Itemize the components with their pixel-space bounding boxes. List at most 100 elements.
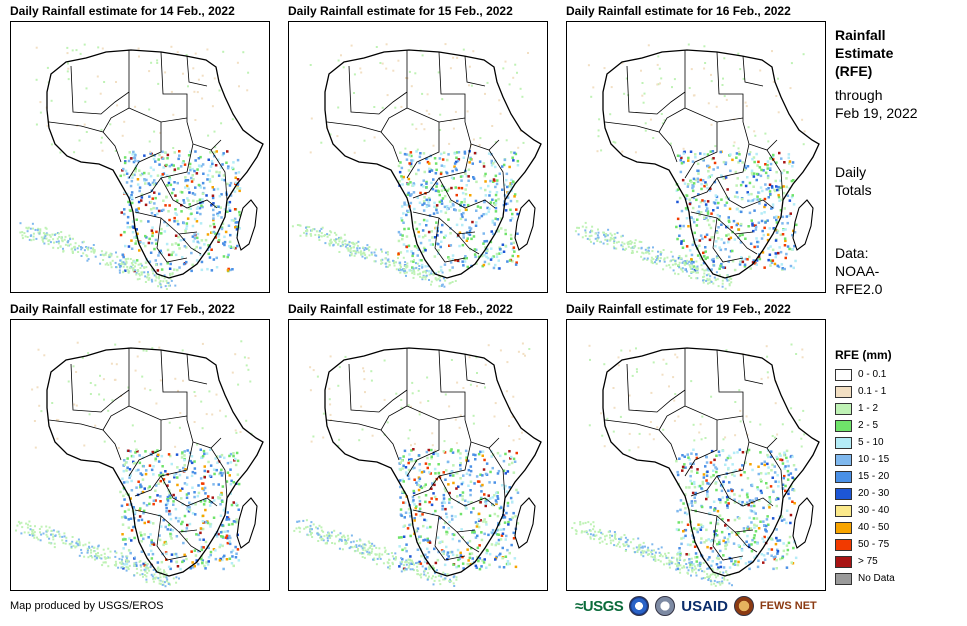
country-border [742,353,764,385]
madagascar-outline [792,199,814,251]
country-border [210,149,228,201]
title-line: Rainfall [835,27,886,43]
madagascar-outline [514,497,536,549]
africa-coastline [46,49,264,279]
legend-swatch [835,385,852,398]
country-border [626,363,686,413]
legend-label: 15 - 20 [858,471,890,482]
country-border [102,107,130,133]
legend-label: 30 - 40 [858,505,890,516]
legend-title: RFE (mm) [835,348,892,362]
country-border [464,419,500,449]
country-border [438,177,496,209]
country-border [326,121,400,163]
legend-item: 40 - 50 [835,519,895,536]
country-border [684,50,744,123]
country-border [48,419,122,461]
legend-swatch [835,419,852,432]
legend-label: 10 - 15 [858,454,890,465]
legend-item: > 75 [835,553,895,570]
africa-map-svg [291,43,542,288]
country-border [380,107,408,133]
country-border [456,531,480,553]
country-border [406,348,466,421]
country-border [438,475,496,507]
legend-swatch [835,504,852,517]
legend-item: 20 - 30 [835,485,895,502]
country-border [690,509,754,533]
country-border [128,50,188,123]
noaa-seal-icon [629,596,650,616]
panel-title: Daily Rainfall estimate for 15 Feb., 202… [288,4,513,18]
madagascar-outline [236,497,258,549]
country-border [488,447,506,499]
country-border [464,55,486,87]
map-credit: Map produced by USGS/EROS [10,600,164,612]
rainfall-map [288,21,548,293]
madagascar-outline [792,497,814,549]
country-border [434,217,466,263]
country-border [658,107,686,133]
country-border [134,143,194,199]
legend-label: 2 - 5 [858,420,879,431]
through-line: Feb 19, 2022 [835,105,918,121]
country-border [70,363,130,413]
legend-swatch [835,368,852,381]
through-line: through [835,87,883,103]
rainfall-map [566,21,826,293]
legend-item: 15 - 20 [835,468,895,485]
panel-title: Daily Rainfall estimate for 18 Feb., 202… [288,302,513,316]
africa-coastline [324,347,542,577]
country-border [712,515,744,561]
through-date: through Feb 19, 2022 [835,86,918,122]
country-border [742,55,764,87]
country-border [178,531,202,553]
country-border [604,419,678,461]
country-border [326,419,400,461]
usaid-logo: USAID [681,597,728,615]
country-border [156,217,188,263]
rainfall-map [566,319,826,591]
country-border [186,419,222,449]
legend-label: 5 - 10 [858,437,884,448]
country-border [160,349,188,420]
country-border [380,405,408,431]
africa-map-svg [571,343,820,587]
country-border [434,515,466,561]
fews-globe-icon [733,596,754,616]
legend-item: 1 - 2 [835,400,895,417]
country-border [210,447,228,499]
country-border [438,349,466,420]
data-source: Data: NOAA- RFE2.0 [835,244,882,298]
africa-map-svg [19,43,264,290]
panel-title: Daily Rainfall estimate for 19 Feb., 202… [566,302,791,316]
country-border [102,405,130,431]
country-border [716,51,744,122]
legend-swatch [835,572,852,585]
country-border [488,149,506,201]
madagascar-outline [236,199,258,251]
africa-coastline [602,347,820,577]
legend-label: No Data [858,573,895,584]
legend-label: 40 - 50 [858,522,890,533]
country-border [406,122,440,179]
legend-item: 2 - 5 [835,417,895,434]
africa-coastline [46,347,264,577]
country-border [406,420,440,477]
legend: 0 - 0.1 0.1 - 1 1 - 2 2 - 5 5 - 10 10 - 15 15 … [835,366,895,587]
legend-swatch [835,436,852,449]
country-border [684,122,718,179]
legend-item: 30 - 40 [835,502,895,519]
rainfall-map [10,21,270,293]
country-border [412,211,476,235]
country-border [406,50,466,123]
usgov-seal-icon [655,596,676,616]
logo-strip: ≈USGS USAID FEWS NET [575,596,817,616]
madagascar-outline [514,199,536,251]
title-line: (RFE) [835,63,873,79]
country-border [684,348,744,421]
rainfall-field [15,340,253,588]
country-border [464,353,486,385]
usgs-logo: ≈USGS [575,597,624,615]
panel-title: Daily Rainfall estimate for 14 Feb., 202… [10,4,235,18]
